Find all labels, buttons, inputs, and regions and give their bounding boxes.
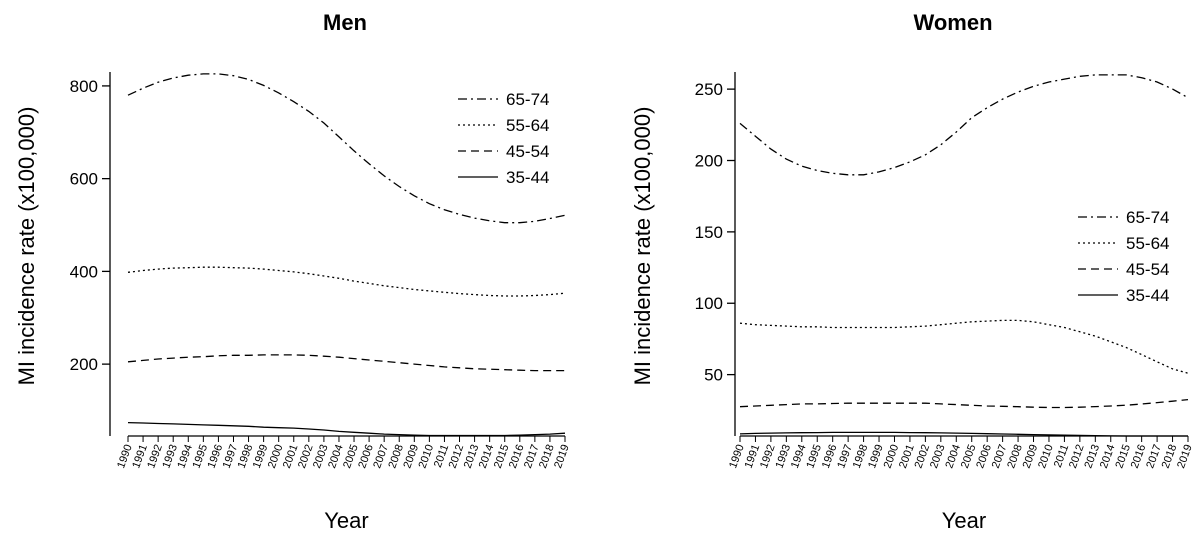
- series-line-35-44: [739, 431, 1188, 437]
- series-line-45-54: [127, 354, 565, 372]
- series-line-55-64: [739, 319, 1189, 374]
- y-tick-label: 250: [695, 80, 723, 99]
- y-tick-label: 150: [695, 223, 723, 242]
- y-tick-label: 50: [704, 366, 723, 385]
- chart-title: Men: [323, 10, 367, 35]
- legend-label: 35-44: [506, 168, 549, 187]
- legend: 65-74 55-64 45-54 35-44: [1078, 208, 1169, 305]
- series-line-35-44: [127, 421, 566, 437]
- legend-label: 45-54: [1126, 260, 1169, 279]
- legend-label: 55-64: [1126, 234, 1169, 253]
- chart-panel-2: Women50100150200250199019911992199319941…: [630, 10, 1195, 533]
- y-tick-label: 200: [70, 355, 98, 374]
- y-axis-label: MI incidence rate (x100,000): [14, 107, 39, 386]
- series-line-45-54: [739, 398, 1189, 409]
- y-tick-label: 800: [70, 77, 98, 96]
- y-tick-label: 600: [70, 170, 98, 189]
- series-line-65-74: [739, 74, 1189, 176]
- y-tick-label: 200: [695, 152, 723, 171]
- y-tick-label: 100: [695, 294, 723, 313]
- series-line-55-64: [127, 266, 566, 297]
- legend-label: 55-64: [506, 116, 549, 135]
- x-axis-label: Year: [942, 508, 986, 533]
- legend-label: 65-74: [1126, 208, 1169, 227]
- legend-label: 45-54: [506, 142, 549, 161]
- legend-label: 65-74: [506, 90, 549, 109]
- y-axis-label: MI incidence rate (x100,000): [630, 107, 655, 386]
- chart-title: Women: [913, 10, 992, 35]
- series-line-65-74: [127, 73, 566, 224]
- legend: 65-74 55-64 45-54 35-44: [458, 90, 549, 187]
- y-tick-label: 400: [70, 262, 98, 281]
- x-axis-label: Year: [324, 508, 368, 533]
- legend-label: 35-44: [1126, 286, 1169, 305]
- chart-panel-1: Men2004006008001990199119921993199419951…: [14, 10, 572, 533]
